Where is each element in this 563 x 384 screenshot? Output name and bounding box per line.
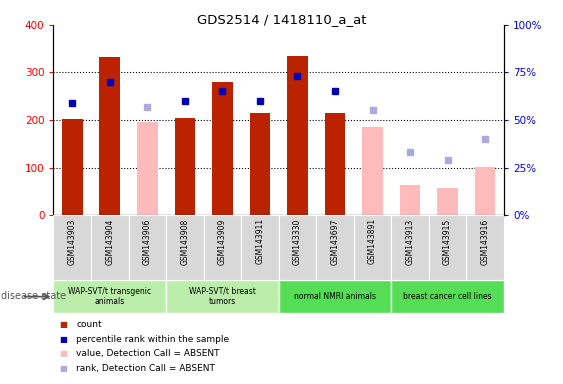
Text: WAP-SVT/t breast
tumors: WAP-SVT/t breast tumors: [189, 287, 256, 306]
Bar: [466, 215, 504, 280]
Text: GSM143911: GSM143911: [256, 218, 265, 265]
Text: GSM143906: GSM143906: [143, 218, 152, 265]
Bar: [100, 57, 120, 215]
Text: disease state: disease state: [1, 291, 66, 301]
Text: GSM143330: GSM143330: [293, 218, 302, 265]
Text: GSM143913: GSM143913: [405, 218, 414, 265]
Text: ■: ■: [59, 364, 67, 373]
Text: rank, Detection Call = ABSENT: rank, Detection Call = ABSENT: [76, 364, 215, 373]
Text: GSM143697: GSM143697: [330, 218, 339, 265]
Text: count: count: [76, 320, 102, 329]
Bar: [316, 215, 354, 280]
Bar: [204, 215, 241, 280]
Text: percentile rank within the sample: percentile rank within the sample: [76, 334, 229, 344]
Bar: [391, 215, 429, 280]
Text: WAP-SVT/t transgenic
animals: WAP-SVT/t transgenic animals: [68, 287, 151, 306]
Bar: [91, 215, 128, 280]
Bar: [128, 215, 166, 280]
Text: GDS2514 / 1418110_a_at: GDS2514 / 1418110_a_at: [196, 13, 367, 26]
Bar: [175, 118, 195, 215]
Bar: [279, 215, 316, 280]
Text: GSM143904: GSM143904: [105, 218, 114, 265]
Bar: [354, 215, 391, 280]
Bar: [53, 280, 166, 313]
Text: GSM143908: GSM143908: [180, 218, 189, 265]
Text: ■: ■: [59, 349, 67, 358]
Bar: [287, 56, 308, 215]
Text: GSM143916: GSM143916: [481, 218, 490, 265]
Bar: [241, 215, 279, 280]
Text: ■: ■: [59, 334, 67, 344]
Bar: [437, 188, 458, 215]
Bar: [325, 113, 345, 215]
Bar: [166, 280, 279, 313]
Bar: [137, 122, 158, 215]
Text: GSM143903: GSM143903: [68, 218, 77, 265]
Bar: [166, 215, 204, 280]
Text: GSM143915: GSM143915: [443, 218, 452, 265]
Bar: [400, 185, 421, 215]
Text: value, Detection Call = ABSENT: value, Detection Call = ABSENT: [76, 349, 220, 358]
Text: breast cancer cell lines: breast cancer cell lines: [403, 292, 492, 301]
Bar: [249, 113, 270, 215]
Text: GSM143909: GSM143909: [218, 218, 227, 265]
Text: GSM143891: GSM143891: [368, 218, 377, 265]
Bar: [279, 280, 391, 313]
Bar: [475, 167, 495, 215]
Bar: [53, 215, 91, 280]
Bar: [429, 215, 466, 280]
Text: ■: ■: [59, 320, 67, 329]
Bar: [362, 127, 383, 215]
Text: normal NMRI animals: normal NMRI animals: [294, 292, 376, 301]
Bar: [391, 280, 504, 313]
Bar: [62, 119, 83, 215]
Bar: [212, 82, 233, 215]
